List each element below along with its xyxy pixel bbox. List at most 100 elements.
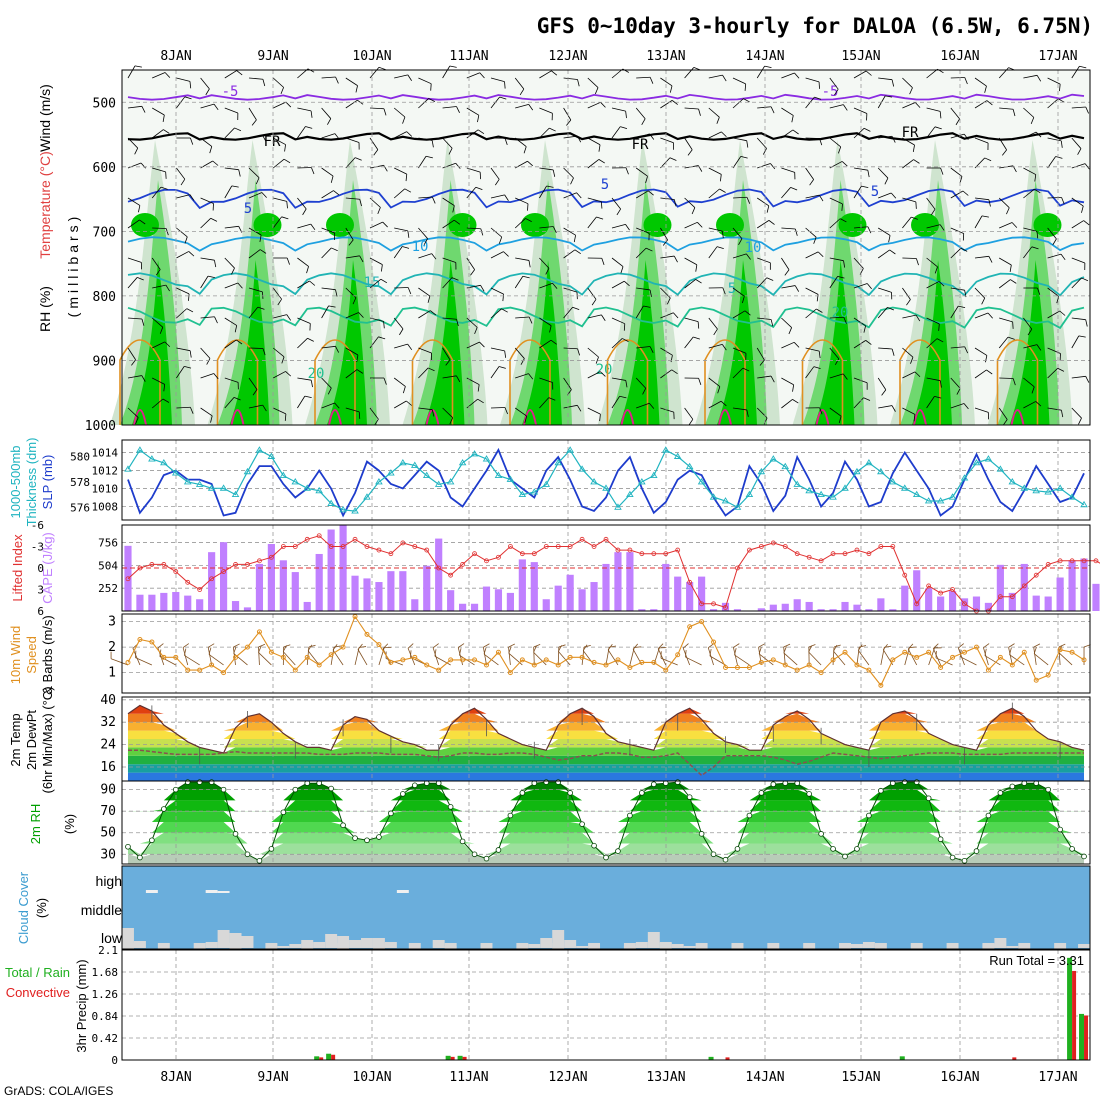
wind-barb	[418, 137, 433, 141]
wind-barb-flag	[987, 312, 993, 319]
wind-barb	[1071, 317, 1086, 321]
wind-barb-flag	[930, 208, 936, 216]
thickness-marker	[566, 446, 574, 453]
wind-barb	[539, 185, 547, 199]
wind-barb	[611, 317, 625, 325]
cloud-bar-low	[1078, 944, 1090, 948]
isotherm-warm	[996, 339, 1039, 425]
wind-barb-flag	[988, 256, 993, 263]
cape-bar	[1032, 595, 1040, 611]
li-marker	[818, 558, 824, 564]
wind-barb-flag	[131, 359, 136, 366]
wind-barb	[442, 317, 457, 320]
wind-barb	[950, 227, 964, 234]
wind-barb-flag	[616, 208, 621, 216]
isotherm-label: FR	[902, 125, 919, 141]
wind-barb-flag	[1055, 156, 1063, 159]
wind-barb-flag	[889, 249, 896, 255]
wind-marker	[842, 649, 848, 655]
wind-barb-flag	[572, 306, 580, 311]
wind-marker	[615, 657, 621, 663]
li-marker	[436, 565, 442, 571]
wind-barb	[636, 133, 650, 139]
wind-barb-flag	[508, 646, 512, 654]
thickness-marker	[590, 478, 598, 485]
wind-barb-flag	[305, 126, 313, 129]
wind-marker	[352, 614, 358, 620]
wind-barb-flag	[964, 346, 969, 354]
wind-barb-flag	[304, 395, 312, 398]
wind-barb	[563, 192, 577, 199]
wind-barb	[393, 317, 404, 330]
wind-barb	[758, 647, 762, 666]
isotherm-hot	[133, 409, 147, 426]
wind-barb-flag	[310, 223, 316, 231]
thickness-marker	[1044, 488, 1052, 495]
wind-barb-flag	[963, 403, 969, 410]
wind-barb-flag	[984, 157, 992, 162]
wind-barb-flag	[334, 402, 340, 409]
wind-barb-flag	[791, 115, 794, 123]
wind-barb-flag	[236, 339, 243, 345]
cloud-bar-low	[349, 940, 362, 948]
wind-barb-flag	[431, 140, 434, 148]
wind-barb-flag	[162, 114, 165, 122]
thickness-marker	[793, 480, 802, 487]
date-label-top: 17JAN	[1038, 49, 1077, 64]
date-label-bottom: 15JAN	[841, 1070, 880, 1085]
wind-barb-flag	[808, 644, 816, 648]
wind-barb-flag	[410, 650, 412, 658]
wind-marker	[292, 667, 298, 673]
wind-barb-flag	[963, 133, 969, 141]
wind-barb	[877, 307, 888, 319]
cloud-low-base	[731, 943, 744, 949]
wind-barb-flag	[184, 648, 187, 656]
wind-barb	[127, 277, 138, 289]
wind-barb-flag	[184, 96, 192, 100]
slp-tick: 1010	[92, 483, 119, 496]
cape-bar	[805, 601, 813, 611]
wind-barb-flag	[818, 194, 824, 202]
isotherm-warm	[899, 339, 941, 425]
wind-barb-flag	[907, 643, 914, 650]
rh2m-marker	[352, 835, 358, 841]
wind-barb-flag	[434, 649, 437, 657]
wind-barb	[805, 251, 819, 259]
wind-barb-flag	[406, 131, 413, 137]
thickness-marker	[817, 490, 825, 498]
cape-bar	[841, 601, 849, 611]
isotherm-label: 20	[308, 366, 325, 382]
rh2m-marker	[698, 831, 705, 837]
wind-barb	[321, 305, 329, 319]
thickness-marker	[482, 455, 491, 462]
wind-barb-flag	[402, 246, 410, 249]
wind-barb	[611, 396, 620, 409]
cape-bar	[172, 591, 180, 611]
wind-barb-flag	[709, 649, 712, 657]
wind-barb	[1071, 66, 1080, 79]
wind-barb	[757, 317, 772, 320]
wind-barb-flag	[501, 308, 508, 313]
wind-barb-flag	[503, 251, 509, 257]
cape-bar	[219, 542, 228, 611]
wind-barb-flag	[383, 108, 387, 116]
wind-barb-flag	[695, 279, 702, 284]
li-marker	[758, 544, 764, 549]
temp-band	[127, 747, 1085, 756]
wind-barb-flag	[451, 277, 459, 281]
rh-dark-band	[717, 260, 757, 425]
wind-barb	[611, 107, 626, 112]
wind-barb	[829, 104, 844, 109]
wind-barb-flag	[335, 289, 338, 297]
wind-barb-flag	[843, 260, 846, 268]
rh2m-marker	[830, 846, 836, 852]
wind-tick: 2	[108, 640, 116, 655]
rh2m-marker	[973, 848, 980, 854]
rh2m-marker	[913, 779, 920, 785]
wind-barb-flag	[308, 644, 316, 648]
wind-barb-flag	[641, 118, 646, 125]
wind-barb-flag	[576, 192, 582, 199]
wind-barb-flag	[236, 70, 243, 76]
pressure-tick: 1000	[85, 419, 116, 434]
wind-barb-flag	[697, 321, 700, 329]
